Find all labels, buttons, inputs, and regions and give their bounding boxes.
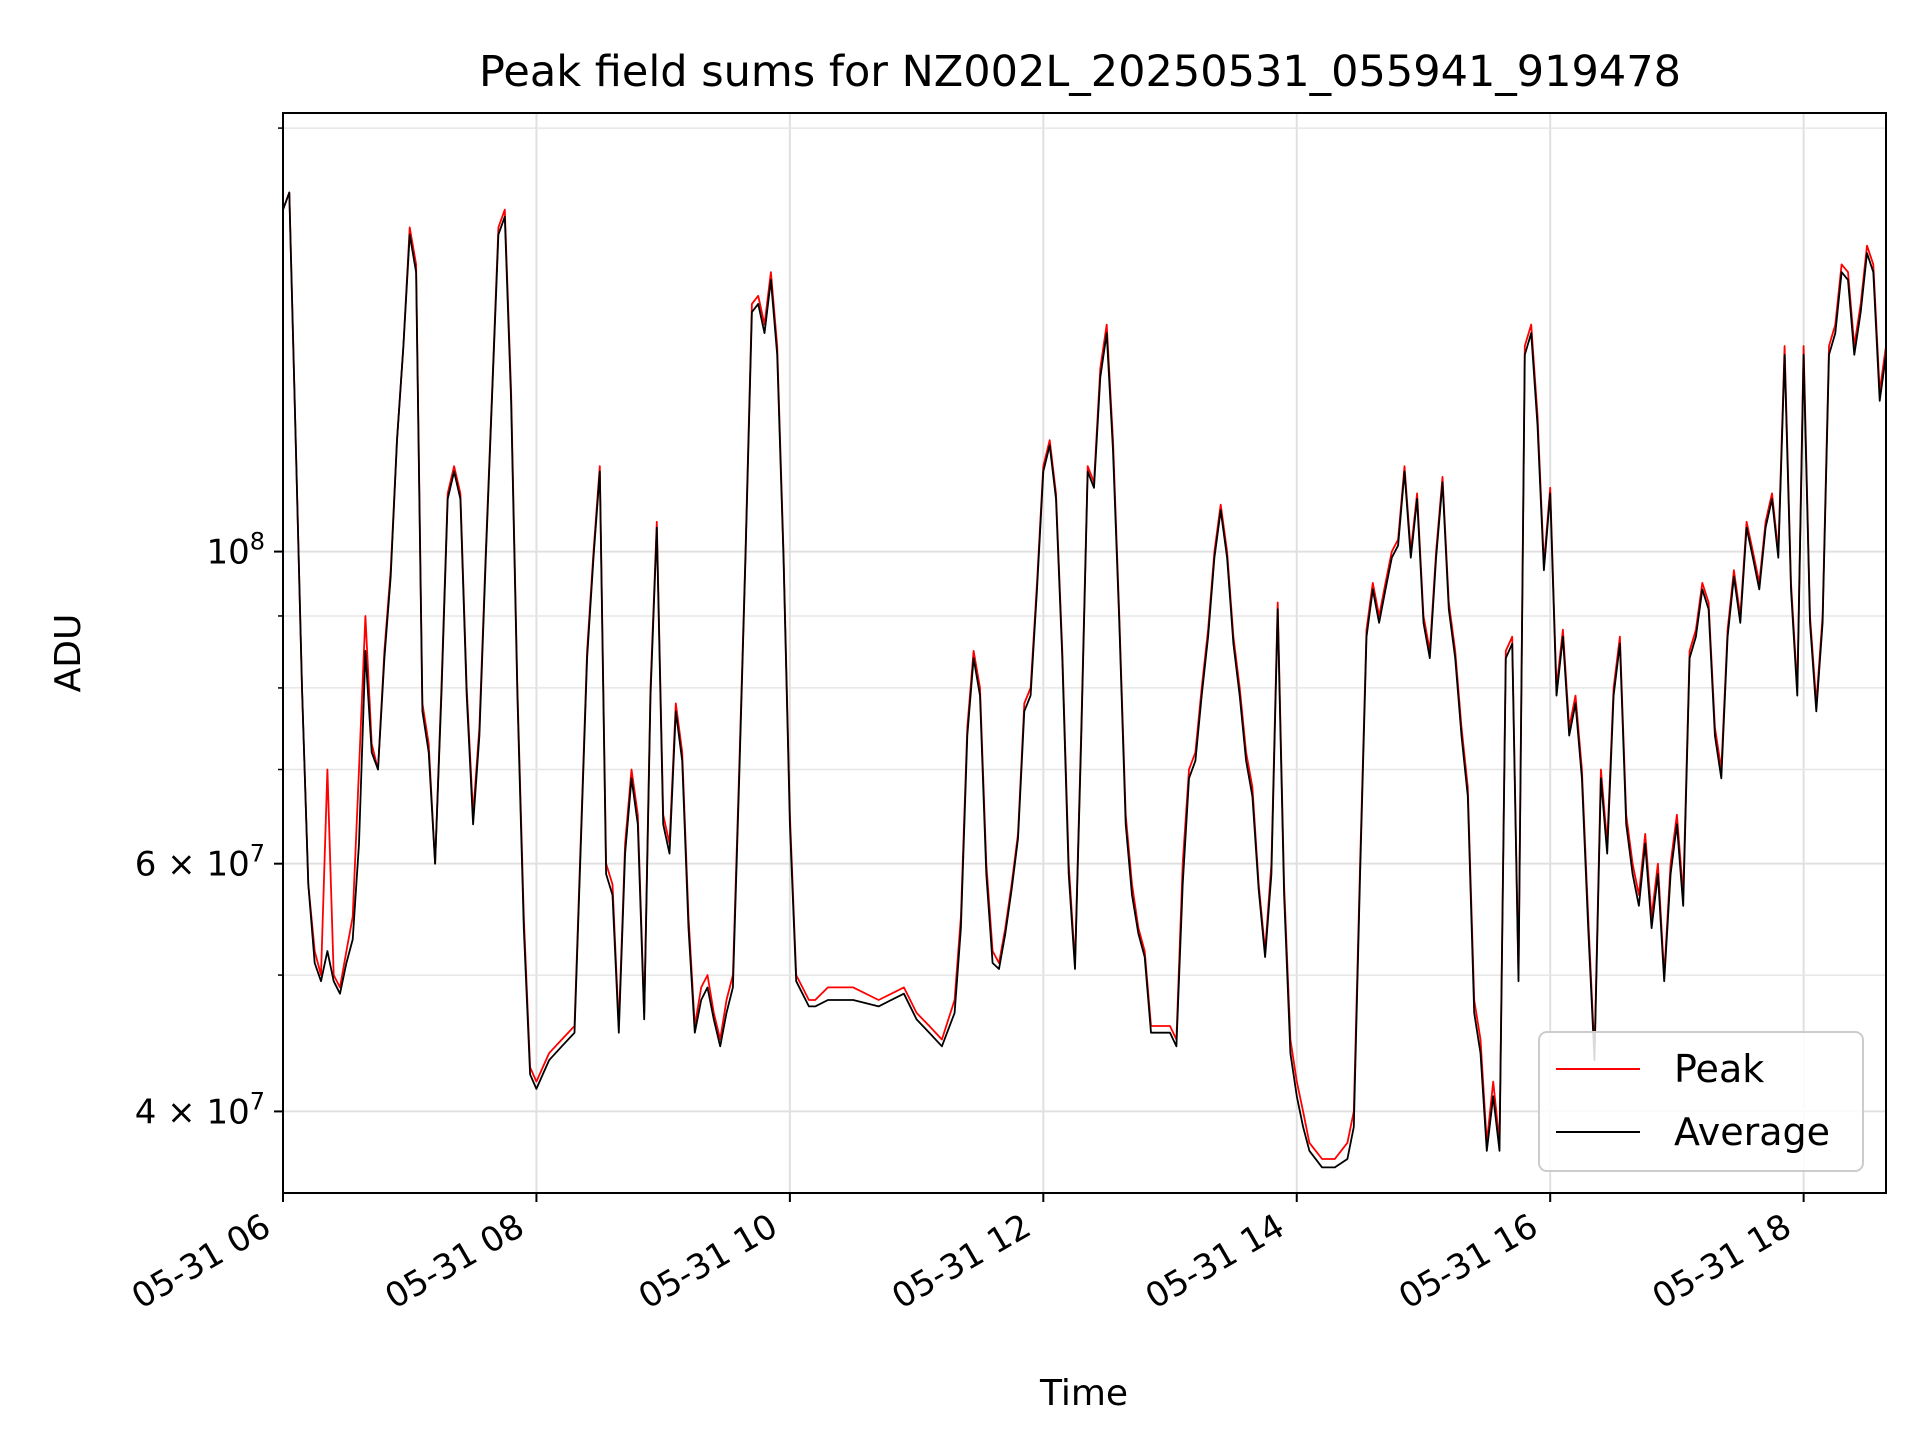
y-axis-ticks: 4 × 107 6 × 107 108 [135, 127, 283, 1132]
legend-average-label: Average [1674, 1110, 1830, 1154]
y-axis-label: ADU [48, 614, 89, 693]
x-axis-label: Time [1039, 1373, 1128, 1414]
y-tick-label: 4 × 107 [135, 1087, 265, 1132]
y-tick-label: 6 × 107 [135, 840, 265, 885]
chart-title: Peak field sums for NZ002L_20250531_0559… [479, 47, 1681, 97]
plot-area-frame [282, 112, 1887, 1194]
legend: Peak Average [1538, 1031, 1864, 1172]
legend-box [1538, 1031, 1864, 1172]
series-average [282, 191, 1887, 1169]
legend-peak-label: Peak [1674, 1047, 1764, 1091]
y-tick-label: 108 [206, 528, 265, 573]
average-line [282, 191, 1887, 1169]
